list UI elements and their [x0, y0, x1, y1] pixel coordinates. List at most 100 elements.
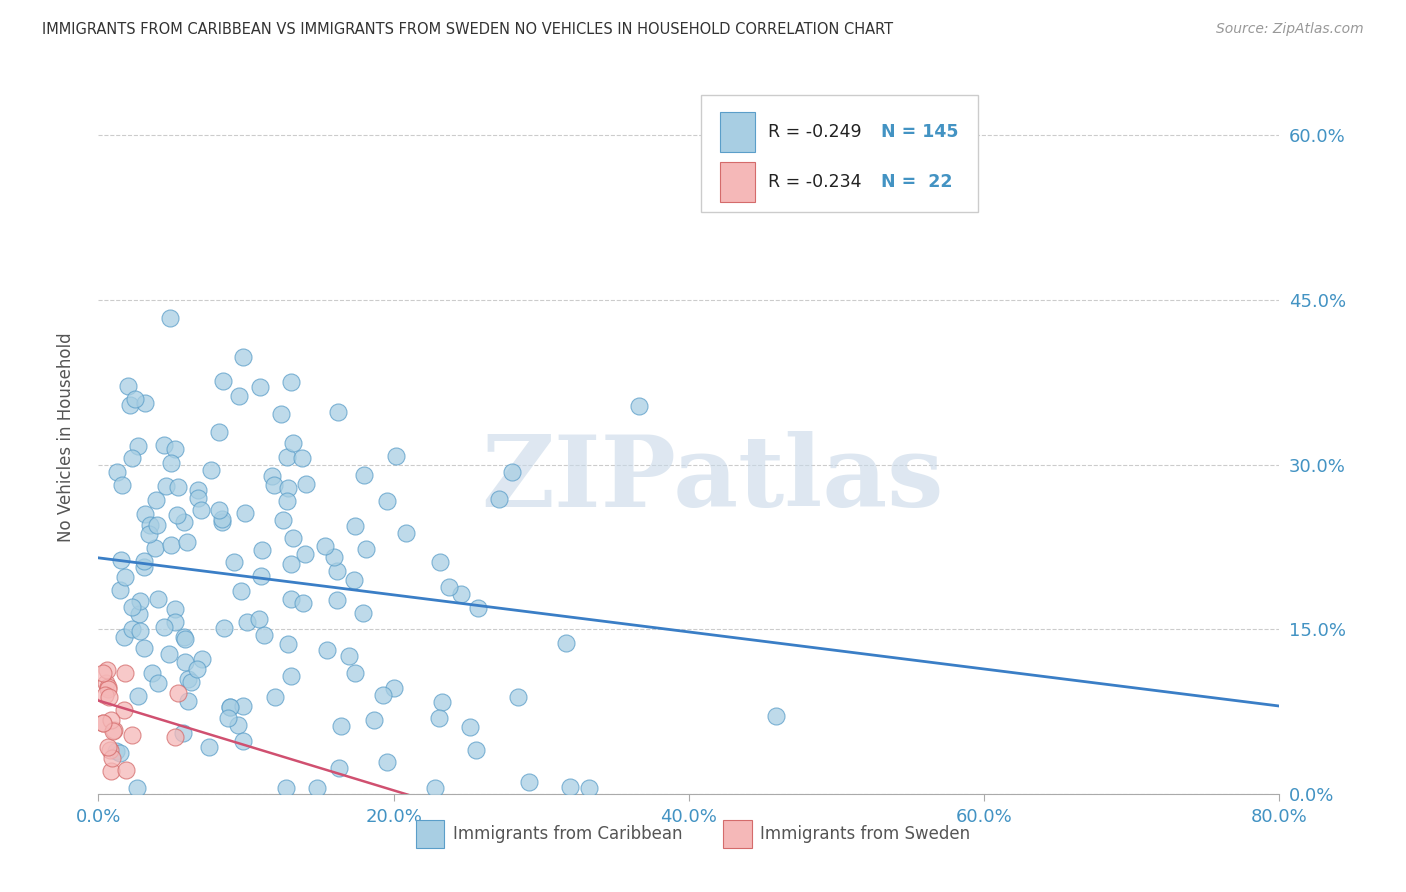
Point — [97, 690, 120, 704]
Point — [94, 676, 117, 690]
Text: ZIPatlas: ZIPatlas — [481, 432, 943, 528]
Point — [174, 632, 197, 647]
Point — [159, 538, 181, 552]
Point — [328, 762, 350, 776]
Point — [94, 689, 117, 703]
Point — [190, 652, 212, 666]
Point — [264, 690, 287, 704]
Text: IMMIGRANTS FROM CARIBBEAN VS IMMIGRANTS FROM SWEDEN NO VEHICLES IN HOUSEHOLD COR: IMMIGRANTS FROM CARIBBEAN VS IMMIGRANTS … — [42, 22, 893, 37]
Point — [145, 493, 167, 508]
Point — [103, 723, 125, 737]
Point — [429, 555, 451, 569]
Point — [277, 481, 299, 495]
Point — [112, 630, 135, 644]
Point — [177, 673, 200, 687]
Point — [103, 724, 125, 739]
Point — [554, 636, 576, 650]
Point — [159, 311, 181, 326]
Point — [326, 564, 349, 578]
Point — [294, 547, 316, 561]
Point — [163, 442, 186, 456]
Point — [121, 622, 143, 636]
Point — [127, 689, 149, 703]
Point — [148, 675, 170, 690]
Point — [352, 606, 374, 620]
Point — [274, 781, 297, 796]
Point — [124, 392, 146, 407]
Point — [280, 669, 302, 683]
Point — [187, 491, 209, 506]
Point — [253, 627, 276, 641]
Point — [121, 599, 143, 614]
Point — [488, 491, 510, 506]
Text: Immigrants from Sweden: Immigrants from Sweden — [759, 825, 970, 843]
Point — [276, 450, 298, 464]
Point — [385, 449, 408, 463]
Point — [173, 630, 195, 644]
Point — [91, 716, 114, 731]
Point — [112, 703, 135, 717]
Point — [508, 690, 530, 704]
Point — [343, 518, 366, 533]
Point — [160, 456, 183, 470]
Point — [271, 513, 294, 527]
Point — [157, 647, 180, 661]
Point — [139, 518, 162, 533]
Point — [155, 479, 177, 493]
Point — [281, 436, 304, 450]
Point — [128, 624, 150, 639]
Point — [353, 468, 375, 483]
Point — [291, 451, 314, 466]
Point — [174, 655, 197, 669]
Point — [229, 584, 252, 599]
Point — [121, 450, 143, 465]
Point — [294, 477, 316, 491]
Point — [354, 542, 377, 557]
Point — [186, 483, 208, 497]
Point — [134, 507, 156, 521]
Point — [145, 541, 167, 555]
Point — [252, 543, 274, 558]
Point — [138, 526, 160, 541]
Point — [211, 512, 233, 526]
Point — [765, 709, 787, 723]
Point — [212, 374, 235, 388]
Point — [97, 682, 120, 697]
Point — [270, 407, 292, 421]
Point — [96, 680, 118, 694]
Point — [343, 665, 366, 680]
Point — [127, 439, 149, 453]
FancyBboxPatch shape — [720, 161, 755, 202]
Y-axis label: No Vehicles in Household: No Vehicles in Household — [56, 332, 75, 542]
Point — [249, 380, 271, 394]
Point — [163, 731, 186, 745]
Point — [430, 695, 453, 709]
Point — [231, 699, 253, 714]
Point — [280, 558, 302, 572]
Point — [458, 720, 481, 734]
Point — [208, 503, 231, 517]
Point — [326, 405, 349, 419]
Point — [628, 400, 651, 414]
Text: Immigrants from Caribbean: Immigrants from Caribbean — [453, 825, 682, 843]
Point — [121, 728, 143, 742]
Point — [322, 550, 344, 565]
FancyBboxPatch shape — [416, 820, 444, 848]
Point — [97, 740, 120, 755]
Point — [200, 463, 222, 477]
FancyBboxPatch shape — [723, 820, 752, 848]
Point — [375, 755, 398, 769]
Point — [247, 612, 270, 626]
Point — [110, 583, 132, 598]
Point — [329, 719, 352, 733]
Point — [177, 694, 200, 708]
Point — [450, 587, 472, 601]
Point — [101, 751, 124, 765]
Point — [117, 378, 139, 392]
Point — [501, 465, 523, 479]
Point — [291, 595, 314, 609]
Point — [217, 711, 239, 725]
Point — [134, 641, 156, 656]
Point — [186, 662, 208, 676]
Point — [578, 781, 600, 796]
